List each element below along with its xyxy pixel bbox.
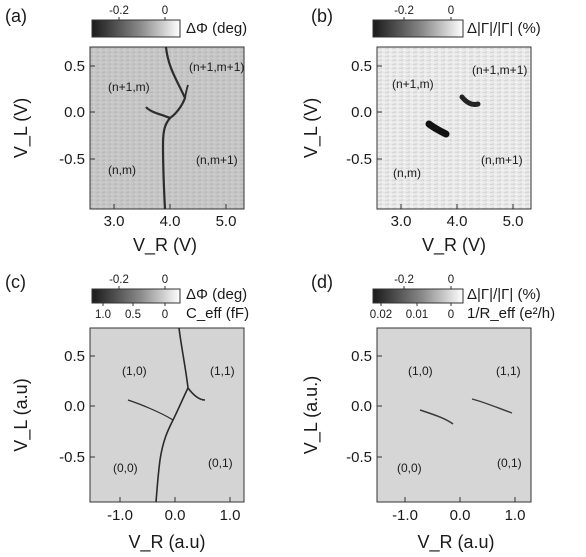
panel-a-cb-tick-1: 0 [162, 5, 168, 17]
panel-c-cb2-tick-0: 1.0 [95, 309, 111, 321]
panel-a-cb-tick-0: -0.2 [109, 5, 129, 17]
panel-c-plot [89, 327, 245, 503]
panel-d-cb2-tick-1: 0.01 [406, 309, 428, 321]
panel-c-cb-tick-0: -0.2 [109, 274, 129, 286]
panel-a-plot [89, 46, 245, 210]
panel-c-ylabel: V_L (a.u) [11, 378, 32, 451]
panel-a-ytick-0: 0.5 [64, 58, 85, 75]
panel-a-region-0: (n+1,m) [108, 80, 150, 94]
panel-a-ytick-2: -0.5 [59, 151, 85, 168]
panel-b-cb-label: Δ|Γ|/|Γ| (%) [467, 20, 541, 37]
panel-c-region-3: (0,1) [208, 456, 233, 470]
panel-d: (d) -0.2 0 Δ|Γ|/|Γ| (%) 0.02 0.01 0 1/R_… [301, 272, 555, 553]
panel-d-ylabel: V_L (a.u.) [301, 376, 322, 454]
panel-c-colorbar [91, 288, 181, 304]
panel-c-xtick-0: -1.0 [107, 507, 133, 524]
panel-b-colorbar [372, 19, 464, 38]
panel-d-xtick-1: 0.0 [450, 507, 471, 524]
panel-c-cb2-label: C_eff (fF) [186, 305, 249, 322]
panel-c-ytick-0: 0.5 [64, 348, 85, 365]
panel-d-cb2-tick-0: 0.02 [370, 309, 392, 321]
panel-a-region-1: (n+1,m+1) [189, 60, 244, 74]
panel-c-cb-tick-1: 0 [162, 274, 168, 286]
panel-a-region-3: (n,m+1) [196, 153, 238, 167]
panel-b-xlabel: V_R (V) [422, 235, 486, 256]
panel-b-cb-tick-1: 0 [448, 5, 454, 17]
panel-a-xlabel: V_R (V) [133, 235, 197, 256]
panel-d-feature-upper [471, 398, 513, 414]
panel-b-cb-tick-0: -0.2 [394, 5, 414, 17]
panel-a-xtick-0: 3.0 [104, 213, 125, 230]
panel-a-xtick-1: 4.0 [160, 213, 181, 230]
panel-d-region-1: (1,1) [496, 364, 521, 378]
panel-d-cb2-tick-2: 0 [448, 309, 454, 321]
panel-d-cb-tick-1: 0 [448, 274, 454, 286]
panel-b-ytick-1: 0.0 [351, 104, 372, 121]
panel-a-label: (a) [5, 6, 27, 26]
panel-c-cb2-tick-2: 0 [162, 309, 168, 321]
panel-d-colorbar [372, 288, 464, 304]
panel-b-xtick-1: 4.0 [447, 213, 468, 230]
panel-c-region-2: (0,0) [113, 461, 138, 475]
panel-b-region-1: (n+1,m+1) [472, 63, 527, 77]
panel-c-region-1: (1,1) [210, 364, 235, 378]
panel-c-label: (c) [5, 272, 26, 292]
panel-c-region-0: (1,0) [122, 364, 147, 378]
panel-a-xtick-2: 5.0 [216, 213, 237, 230]
panel-b-region-3: (n,m+1) [481, 153, 523, 167]
panel-d-ytick-2: -0.5 [346, 449, 372, 466]
panel-b: (b) -0.2 0 Δ|Γ|/|Γ| (%) (n+1,m) (n+1,m+1… [301, 5, 541, 256]
panel-b-region-2: (n,m) [393, 166, 421, 180]
panel-c-xtick-2: 1.0 [220, 507, 241, 524]
panel-d-cb-label: Δ|Γ|/|Γ| (%) [467, 286, 541, 303]
panel-b-ytick-2: -0.5 [346, 151, 372, 168]
panel-b-ylabel: V_L (V) [301, 98, 322, 158]
panel-b-feature-lower [425, 120, 450, 138]
panel-c: (c) -0.2 0 ΔΦ (deg) 1.0 0.5 0 C_eff (fF)… [5, 272, 249, 553]
panel-b-label: (b) [311, 6, 333, 26]
panel-c-ytick-2: -0.5 [59, 449, 85, 466]
panel-a-cb-label: ΔΦ (deg) [186, 20, 247, 37]
panel-d-cb-tick-0: -0.2 [394, 274, 414, 286]
panel-d-ytick-0: 0.5 [351, 348, 372, 365]
panel-c-xlabel: V_R (a.u) [128, 532, 205, 553]
panel-a-colorbar [91, 19, 181, 38]
panel-d-plot [376, 327, 532, 503]
panel-c-cb-label: ΔΦ (deg) [186, 286, 247, 303]
panel-d-xtick-0: -1.0 [392, 507, 418, 524]
panel-a-ytick-1: 0.0 [64, 104, 85, 121]
panel-d-region-0: (1,0) [408, 364, 433, 378]
panel-d-xtick-2: 1.0 [505, 507, 526, 524]
panel-a-region-2: (n,m) [108, 163, 136, 177]
panel-b-ytick-0: 0.5 [351, 58, 372, 75]
panel-d-region-2: (0,0) [397, 461, 422, 475]
panel-b-region-0: (n+1,m) [392, 77, 434, 91]
panel-a: (a) -0.2 0 ΔΦ (deg) (n+1,m) (n+1,m+1) (n… [5, 5, 247, 256]
panel-c-ytick-1: 0.0 [64, 398, 85, 415]
panel-b-feature-upper [459, 94, 481, 107]
panel-c-cb2-tick-1: 0.5 [125, 309, 141, 321]
panel-b-xtick-0: 3.0 [391, 213, 412, 230]
panel-d-feature-lower [419, 409, 454, 425]
panel-c-xtick-1: 0.0 [165, 507, 186, 524]
panel-a-ylabel: V_L (V) [11, 98, 32, 158]
panel-d-xlabel: V_R (a.u) [417, 532, 494, 553]
panel-d-cb2-label: 1/R_eff (e²/h) [467, 305, 555, 322]
panel-d-label: (d) [311, 272, 333, 292]
panel-b-plot [376, 46, 532, 210]
panel-b-xtick-2: 5.0 [503, 213, 524, 230]
panel-d-ytick-1: 0.0 [351, 398, 372, 415]
panel-d-region-3: (0,1) [497, 456, 522, 470]
